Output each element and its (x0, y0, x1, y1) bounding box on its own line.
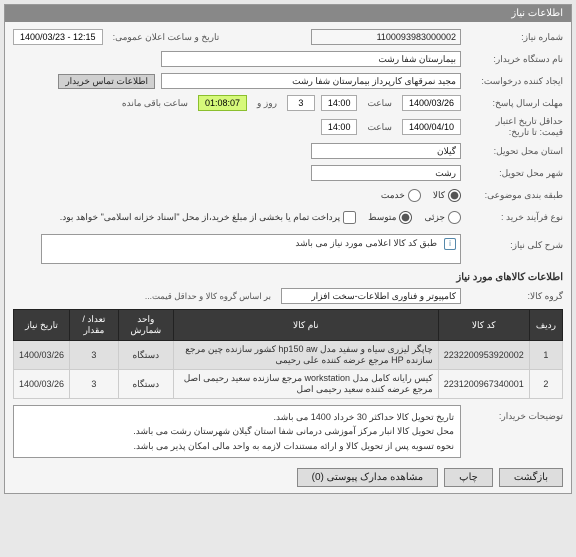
creator-field (161, 73, 461, 89)
need-number-field (311, 29, 461, 45)
deadline-date: 1400/03/26 (402, 95, 461, 111)
table-cell: 3 (70, 341, 119, 370)
group-field (281, 288, 461, 304)
items-section-title: اطلاعات کالاهای مورد نیاز (13, 272, 563, 283)
category-service[interactable]: خدمت (381, 189, 421, 202)
table-header: نام کالا (173, 310, 438, 341)
table-header: تعداد / مقدار (70, 310, 119, 341)
table-header: ردیف (529, 310, 562, 341)
items-table: ردیفکد کالانام کالاواحد شمارشتعداد / مقد… (13, 309, 563, 399)
table-header: تاریخ نیاز (14, 310, 70, 341)
contact-info-link[interactable]: اطلاعات تماس خریدار (58, 74, 155, 89)
province-field (311, 143, 461, 159)
validity-time: 14:00 (321, 119, 358, 135)
remaining-time: 01:08:07 (198, 95, 247, 111)
button-bar: بازگشت چاپ مشاهده مدارک پیوستی (0) (13, 462, 563, 487)
process-medium[interactable]: متوسط (368, 211, 412, 224)
category-goods[interactable]: کالا (433, 189, 461, 202)
validity-date: 1400/04/10 (402, 119, 461, 135)
process-group: جزئی متوسط پرداخت تمام یا بخشی از مبلغ خ… (60, 211, 461, 224)
table-cell: 1400/03/26 (14, 341, 70, 370)
table-cell: چاپگر لیزری سیاه و سفید مدل hp150 aw کشو… (173, 341, 438, 370)
label-remaining: ساعت باقی مانده (122, 98, 188, 109)
need-info-panel: اطلاعات نیاز شماره نیاز: تاریخ و ساعت اع… (4, 4, 572, 494)
label-day-and: روز و (257, 98, 277, 109)
label-category: طبقه بندی موضوعی: (467, 190, 563, 201)
info-icon: i (444, 238, 456, 250)
table-row: 22231200967340001کیس رایانه کامل مدل wor… (14, 370, 563, 399)
announce-datetime: 1400/03/23 - 12:15 (13, 29, 103, 45)
table-cell: 2232200953920002 (438, 341, 529, 370)
org-name-field (161, 51, 461, 67)
table-cell: دستگاه (118, 370, 173, 399)
label-deadline: مهلت ارسال پاسخ: (467, 98, 563, 109)
table-cell: 2 (529, 370, 562, 399)
process-partial-pay[interactable]: پرداخت تمام یا بخشی از مبلغ خرید،از محل … (60, 211, 356, 224)
table-cell: 2231200967340001 (438, 370, 529, 399)
city-field (311, 165, 461, 181)
table-cell: 3 (70, 370, 119, 399)
label-city: شهر محل تحویل: (467, 168, 563, 179)
table-row: 12232200953920002چاپگر لیزری سیاه و سفید… (14, 341, 563, 370)
label-creator: ایجاد کننده درخواست: (467, 76, 563, 87)
table-cell: کیس رایانه کامل مدل workstation مرجع ساز… (173, 370, 438, 399)
label-hour-2: ساعت (367, 122, 392, 133)
label-overall-desc: شرح کلی نیاز: (467, 234, 563, 251)
print-button[interactable]: چاپ (444, 468, 493, 487)
deadline-time: 14:00 (321, 95, 358, 111)
label-validity: حداقل تاریخ اعتبار قیمت: تا تاریخ: (467, 116, 563, 138)
remaining-days: 3 (287, 95, 315, 111)
overall-desc-field: i طبق کد کالا اعلامی مورد نیاز می باشد (41, 234, 461, 264)
attachments-button[interactable]: مشاهده مدارک پیوستی (0) (297, 468, 439, 487)
category-group: کالا خدمت (381, 189, 461, 202)
label-org: نام دستگاه خریدار: (467, 54, 563, 65)
label-hour-1: ساعت (367, 98, 392, 109)
table-cell: 1 (529, 341, 562, 370)
label-need-number: شماره نیاز: (467, 32, 563, 43)
group-hint: بر اساس گروه کالا و حداقل قیمت... (145, 291, 271, 302)
label-announce: تاریخ و ساعت اعلان عمومی: (113, 32, 220, 43)
label-process: نوع فرآیند خرید : (467, 212, 563, 223)
notes-field: تاریخ تحویل کالا حداکثر 30 خرداد 1400 می… (13, 405, 461, 458)
table-cell: دستگاه (118, 341, 173, 370)
process-low[interactable]: جزئی (424, 211, 461, 224)
label-province: استان محل تحویل: (467, 146, 563, 157)
label-group: گروه کالا: (467, 291, 563, 302)
panel-title: اطلاعات نیاز (5, 5, 571, 22)
back-button[interactable]: بازگشت (499, 468, 563, 487)
label-notes: توضیحات خریدار: (467, 405, 563, 422)
table-header: واحد شمارش (118, 310, 173, 341)
table-header: کد کالا (438, 310, 529, 341)
table-cell: 1400/03/26 (14, 370, 70, 399)
